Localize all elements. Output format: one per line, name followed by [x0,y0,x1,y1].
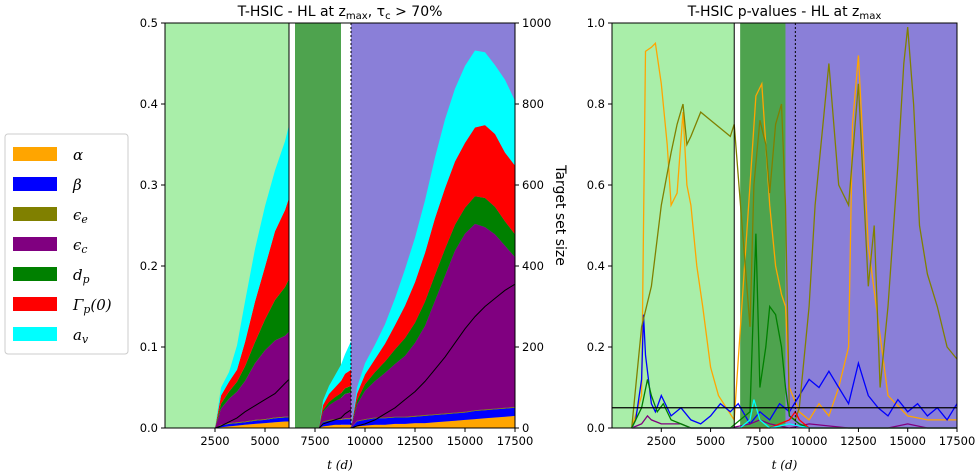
left-y-ticks: 0.0 0.1 0.2 0.3 0.4 0.5 [140,16,165,435]
right-xtick-label-1: 5000 [696,434,725,448]
right-regions [612,23,957,428]
left-area-seg0-series4 [215,279,289,428]
legend-label-1: β [72,176,82,194]
right-x-ticks: 2500 5000 7500 10000 12500 15000 17500 [647,428,976,448]
left-area-seg1-series5 [319,369,351,428]
left-xtick-label-0: 2500 [200,434,229,448]
left-area-seg1-series4 [319,385,351,428]
left-right-axis-label: Target set size [552,164,568,266]
left-plot-frame [164,22,516,429]
right-xtick-label-4: 12500 [840,434,877,448]
right-xtick-label-5: 15000 [889,434,926,448]
legend-swatch-2 [13,207,57,221]
left-target-size-line-1 [318,409,352,429]
left-xtick-label-6: 17500 [497,434,534,448]
left-ytick-label-2: 0.2 [140,259,158,273]
right-ytick-label-2: 0.4 [587,259,605,273]
left-area-seg0-series3 [215,331,289,428]
right-plot-frame [611,22,958,429]
right-x-axis-label: t (d) [772,458,798,472]
left-chart: 2500 5000 7500 10000 12500 15000 17500 0.00.10… [140,4,568,472]
left-x-ticks: 2500 5000 7500 10000 12500 15000 17500 [200,428,533,448]
left-area-seg2-series0 [351,415,515,428]
legend-swatch-1 [13,177,57,191]
legend-swatch-4 [13,267,57,281]
left-xtick-label-3: 10000 [347,434,384,448]
left-stack-areas [215,50,515,428]
right-line-series-4 [631,233,957,429]
right-region-2 [785,23,957,428]
left-ytick-label-1: 0.1 [140,340,158,354]
right-xtick-label-3: 10000 [791,434,828,448]
right-y-ticks: 0.0 0.2 0.4 0.6 0.8 1.0 [587,16,612,435]
left-xtick-label-2: 7500 [300,434,329,448]
legend: αβ ϵe​ ϵc​ dp​ Γp​(0) av​ [4,133,129,355]
left-area-seg0-series1 [215,417,289,428]
right-ytick-label-5: 1.0 [587,16,605,30]
legend-label-2: ϵe​ [73,206,88,226]
left-rtick-label-0: 0 [522,421,529,435]
legend-swatch-0 [13,147,57,161]
left-region-1 [295,23,341,428]
legend-label-5: Γp​(0) [72,296,112,316]
legend-label-0: α [73,146,83,164]
legend-swatch-3 [13,237,57,251]
right-xtick-label-0: 2500 [647,434,676,448]
right-ytick-label-4: 0.8 [587,97,605,111]
left-rtick-label-2: 400 [522,259,544,273]
legend-label-6: av​ [73,326,88,346]
left-area-seg2-series2 [351,406,515,428]
left-area-seg2-series3 [351,223,515,428]
right-ytick-label-1: 0.2 [587,340,605,354]
legend-items: αβ ϵe​ ϵc​ dp​ Γp​(0) av​ [13,146,112,346]
left-area-seg0-series0 [215,421,289,428]
left-xtick-label-4: 12500 [397,434,434,448]
left-rtick-label-1: 200 [522,340,544,354]
left-target-size-line-0 [214,379,290,429]
left-ytick-label-5: 0.5 [140,16,158,30]
left-area-seg2-series4 [351,196,515,428]
left-rtick-label-4: 800 [522,97,544,111]
left-area-seg0-series6 [215,125,289,428]
left-area-seg0-series5 [215,198,289,428]
left-area-seg2-series6 [351,50,515,428]
left-area-seg1-series0 [319,424,351,428]
right-ytick-label-3: 0.6 [587,178,605,192]
right-region-0 [612,23,735,428]
left-area-seg1-series3 [319,392,351,428]
right-chart: 2500 5000 7500 10000 12500 15000 17500 0.00.20… [587,4,976,472]
right-xtick-label-2: 7500 [745,434,774,448]
left-area-seg1-series6 [319,341,351,428]
left-ytick-label-0: 0.0 [140,421,158,435]
left-area-seg2-series5 [351,125,515,428]
left-area-seg1-series1 [319,419,351,428]
left-rtick-label-3: 600 [522,178,544,192]
left-area-seg2-series1 [351,407,515,428]
left-target-line [214,283,516,429]
right-ytick-label-0: 0.0 [587,421,605,435]
right-line-series-0 [631,41,957,429]
left-rtick-label-5: 1000 [522,16,551,30]
legend-swatch-5 [13,297,57,311]
right-xtick-label-6: 17500 [939,434,976,448]
left-xtick-label-5: 15000 [447,434,484,448]
legend-label-4: dp​ [73,266,90,286]
left-x-axis-label: t (d) [327,458,353,472]
left-target-size-line-2 [350,283,516,429]
left-chart-title: T-HSIC - HL at zmax​, τc​ > 70% [237,4,443,22]
right-vlines [733,23,796,428]
left-vlines [288,23,352,428]
left-ytick-label-3: 0.3 [140,178,158,192]
right-chart-title: T-HSIC p-values - HL at zmax​ [687,4,882,22]
left-right-y-ticks: 0 200 400 600 800 1000 [515,16,551,435]
left-xtick-label-1: 5000 [250,434,279,448]
legend-label-3: ϵc​ [73,236,87,256]
legend-swatch-6 [13,327,57,341]
left-area-seg1-series2 [319,418,351,428]
left-ytick-label-4: 0.4 [140,97,158,111]
